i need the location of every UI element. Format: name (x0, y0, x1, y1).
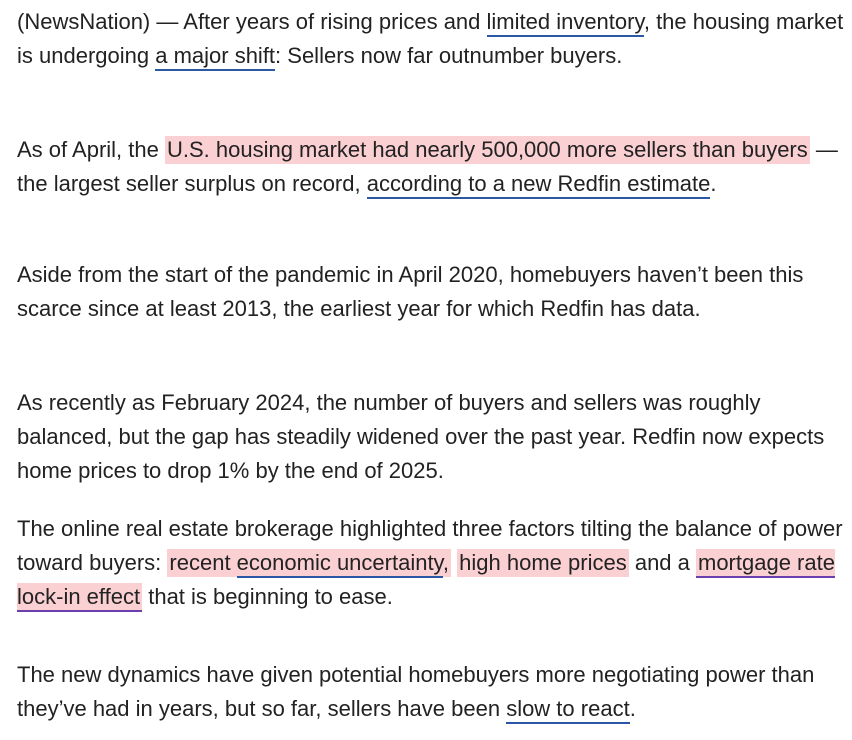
paragraph-three-factors: The online real estate brokerage highlig… (17, 512, 847, 614)
text-segment: The new dynamics have given potential ho… (17, 662, 815, 721)
highlight-text: , (442, 550, 450, 575)
text-segment: As of April, the (17, 137, 165, 162)
text-segment: . (710, 171, 717, 196)
link-economic-uncertainty[interactable]: economic uncertainty (236, 550, 443, 578)
text-segment: (NewsNation) — After years of rising pri… (17, 9, 487, 34)
link-slow-to-react[interactable]: slow to react (506, 696, 630, 724)
highlight-high-home-prices[interactable]: high home prices (457, 549, 629, 577)
highlight-sellers-than-buyers[interactable]: U.S. housing market had nearly 500,000 m… (164, 136, 810, 164)
paragraph-intro: (NewsNation) — After years of rising pri… (17, 5, 847, 73)
link-limited-inventory[interactable]: limited inventory (486, 9, 644, 37)
paragraph-seller-surplus: As of April, the U.S. housing market had… (17, 133, 847, 201)
text-segment: that is beginning to ease. (142, 584, 393, 609)
text-segment: : Sellers now far outnumber buyers. (275, 43, 623, 68)
paragraph-pandemic: Aside from the start of the pandemic in … (17, 262, 804, 321)
link-redfin-estimate[interactable]: according to a new Redfin estimate (366, 171, 711, 199)
text-segment: and a (628, 550, 696, 575)
paragraph-february: As recently as February 2024, the number… (17, 390, 825, 483)
highlight-recent-economic-uncertainty[interactable]: recent economic uncertainty, (167, 549, 452, 578)
text-segment: — the largest seller surplus on record, (17, 137, 838, 196)
text-segment: The online real estate brokerage highlig… (17, 516, 843, 575)
paragraph-negotiating-power: The new dynamics have given potential ho… (17, 658, 847, 726)
highlight-text: recent (169, 550, 237, 575)
text-segment: , the housing market is undergoing (17, 9, 844, 68)
link-major-shift[interactable]: a major shift (155, 43, 276, 71)
text-segment: . (629, 696, 636, 721)
